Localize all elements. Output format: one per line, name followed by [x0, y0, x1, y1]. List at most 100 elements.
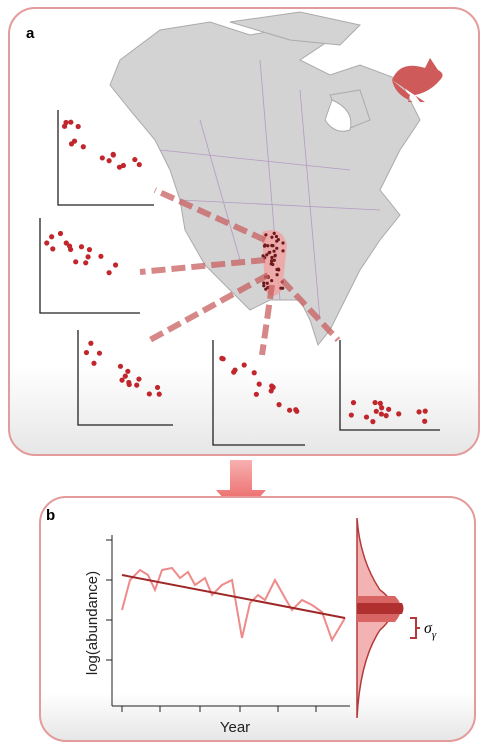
distribution-band-inner: [357, 603, 404, 614]
scatter-dot: [363, 414, 370, 420]
scatter-dot: [106, 270, 112, 276]
scatter-dot: [125, 368, 131, 374]
scatter-dot: [78, 244, 85, 250]
site-dot: [265, 281, 269, 285]
site-dot: [266, 244, 270, 248]
scatter-dot: [122, 373, 128, 379]
scatter-dot: [377, 400, 383, 406]
scatter-dot: [146, 391, 152, 397]
sigma-bracket: [410, 617, 420, 639]
scatter-dot: [86, 247, 93, 253]
scatter-axes: [77, 330, 173, 426]
scatter-dot: [116, 164, 123, 170]
scatter-dot: [270, 384, 276, 390]
trend-axes: [106, 535, 350, 712]
site-dot: [275, 273, 279, 277]
scatter-dot: [117, 363, 124, 369]
sigma-symbol: σ: [424, 620, 433, 637]
scatter-dot: [99, 155, 105, 161]
scatter-dot: [106, 158, 112, 164]
scatter-dot: [44, 240, 50, 246]
panel-b-frame: [39, 496, 476, 742]
map-hudson-bay: [324, 99, 352, 132]
site-dot: [270, 279, 274, 283]
scatter-dot: [422, 418, 428, 424]
scatter-dot: [422, 408, 428, 414]
scatter-dot: [85, 254, 91, 260]
scatter-dot: [112, 262, 119, 268]
scatter-dot: [286, 407, 293, 413]
scatter-dot: [396, 411, 402, 417]
site-scatterplots: [39, 110, 440, 446]
abundance-series: [121, 566, 346, 643]
scatter-dot: [73, 259, 79, 265]
scatter-dot: [350, 400, 357, 406]
scatter-dot: [379, 405, 385, 411]
scatter-dot: [80, 144, 86, 150]
scatter-dot: [372, 399, 378, 406]
site-dot: [270, 235, 274, 239]
site-dot: [267, 251, 271, 255]
scatter-dot: [71, 138, 78, 144]
scatter-dot: [156, 391, 162, 397]
scatter-dot: [66, 243, 73, 249]
scatter-axes: [39, 218, 140, 314]
scatter-dot: [231, 369, 237, 375]
sigma-subscript: γ: [432, 629, 437, 641]
scatter-dot: [293, 407, 299, 413]
scatter-dot: [386, 406, 392, 412]
site-dot: [272, 258, 276, 262]
scatter-dot: [120, 162, 126, 169]
bird-icon: [392, 58, 443, 102]
scatter-dot: [383, 413, 389, 419]
scatter-axes: [339, 340, 440, 431]
scatter-dot: [251, 370, 257, 376]
site-dot: [274, 234, 279, 239]
scatter-dot: [136, 376, 142, 382]
site-dot: [265, 253, 269, 257]
scatter-dot: [96, 350, 103, 356]
scatter-dot: [378, 411, 384, 417]
scatter-dot: [256, 381, 262, 387]
site-dot: [262, 284, 266, 288]
site-dot: [276, 238, 280, 242]
site-dot: [270, 255, 274, 260]
scatter-dot: [63, 240, 69, 246]
site-dot: [281, 249, 285, 253]
site-dot: [264, 233, 268, 237]
site-dot: [269, 262, 273, 266]
scatter-dot: [91, 360, 97, 366]
site-dot: [279, 286, 283, 290]
scatter-dot: [83, 260, 89, 266]
scatter-dot: [110, 152, 116, 158]
panel-a-label: a: [26, 25, 35, 42]
site-dot: [281, 241, 285, 245]
scatter-dot: [57, 230, 64, 237]
scatter-dot: [370, 419, 376, 425]
scatter-dot: [88, 340, 94, 346]
scatter-dot: [83, 349, 90, 356]
site-dot: [273, 253, 277, 257]
site-dot: [261, 254, 265, 258]
scatter-axes: [57, 110, 154, 206]
y-axis-label: log(abundance): [84, 571, 101, 675]
scatter-axes: [212, 340, 305, 446]
scatter-dot: [119, 377, 125, 383]
site-dot: [272, 249, 276, 253]
site-links: [139, 187, 341, 356]
scatter-dot: [68, 119, 74, 125]
site-dot: [270, 259, 274, 263]
sigma-label: σγ: [424, 620, 437, 641]
scatter-dot: [134, 382, 140, 388]
scatter-dot: [50, 246, 56, 252]
scatter-dot: [219, 355, 225, 362]
trend-line: [121, 574, 346, 619]
scatter-dot: [63, 119, 69, 126]
scatter-dot: [75, 123, 81, 130]
scatter-dot: [348, 412, 354, 418]
scatter-dot: [49, 234, 55, 240]
x-axis-label: Year: [220, 719, 250, 736]
scatter-dot: [98, 253, 104, 259]
scatter-dot: [136, 161, 142, 168]
